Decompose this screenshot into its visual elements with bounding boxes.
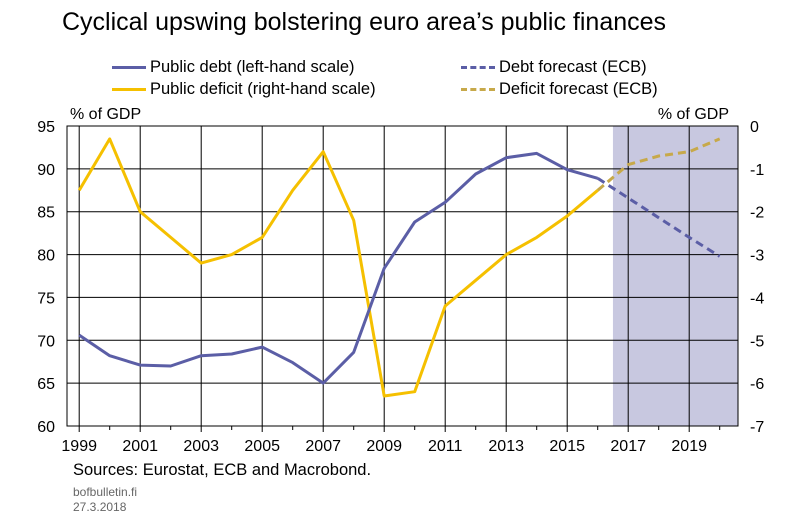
x-tick-label-2019: 2019 [671,438,707,455]
left-tick-label-65: 65 [37,376,55,393]
x-tick-label-2011: 2011 [428,438,463,455]
legend-deficit-forecast: Deficit forecast (ECB) [461,80,658,99]
x-tick-label-2005: 2005 [244,438,280,455]
legend-swatch-deficit-forecast [461,88,495,91]
date-label: 27.3.2018 [73,500,127,514]
source-note: Sources: Eurostat, ECB and Macrobond. [73,461,372,479]
x-tick-label-2001: 2001 [122,438,158,455]
right-axis-unit: % of GDP [657,106,729,123]
series-line-public-deficit-right-hand-scale [77,137,599,398]
left-tick-label-95: 95 [37,119,55,136]
legend-label-debt-forecast: Debt forecast (ECB) [499,58,647,76]
x-tick-label-1999: 1999 [61,438,97,455]
site-label: bofbulletin.fi [73,485,138,499]
left-axis-unit: % of GDP [70,106,142,123]
legend-public-deficit: Public deficit (right-hand scale) [112,80,376,99]
left-tick-label-80: 80 [37,248,55,265]
legend-label-public-deficit: Public deficit (right-hand scale) [150,80,376,98]
series-line-debt-forecast-ecb [596,177,721,258]
right-tick-label--3: -3 [750,248,764,265]
right-tick-label--5: -5 [750,333,764,350]
left-tick-label-75: 75 [37,290,55,307]
right-tick-label-0: 0 [750,119,759,136]
legend-swatch-debt-forecast [461,66,495,69]
legend-swatch-public-debt [112,66,146,69]
x-tick-label-2009: 2009 [366,438,402,455]
x-tick-label-2017: 2017 [610,438,646,455]
left-tick-label-85: 85 [37,205,55,222]
left-tick-label-70: 70 [37,333,55,350]
chart-title: Cyclical upswing bolstering euro area’s … [62,8,667,36]
legend-public-debt: Public debt (left-hand scale) [112,58,355,77]
left-tick-label-90: 90 [37,162,55,179]
right-tick-label--7: -7 [750,419,764,436]
right-tick-label--6: -6 [750,376,764,393]
x-tick-label-2007: 2007 [305,438,341,455]
right-tick-label--2: -2 [750,205,764,222]
x-tick-label-2003: 2003 [183,438,219,455]
left-tick-label-60: 60 [37,419,55,436]
legend-label-public-debt: Public debt (left-hand scale) [150,58,355,76]
right-tick-label--1: -1 [750,162,764,179]
forecast-shade [612,126,738,426]
x-tick-label-2015: 2015 [549,438,585,455]
legend-swatch-public-deficit [112,88,146,91]
x-tick-label-2013: 2013 [488,438,524,455]
right-tick-label--4: -4 [750,290,764,307]
legend-debt-forecast: Debt forecast (ECB) [461,58,647,77]
plot-frame [66,125,739,427]
legend-label-deficit-forecast: Deficit forecast (ECB) [499,80,658,98]
series-line-deficit-forecast-ecb [596,137,721,192]
series-line-public-debt-left-hand-scale [78,151,599,385]
